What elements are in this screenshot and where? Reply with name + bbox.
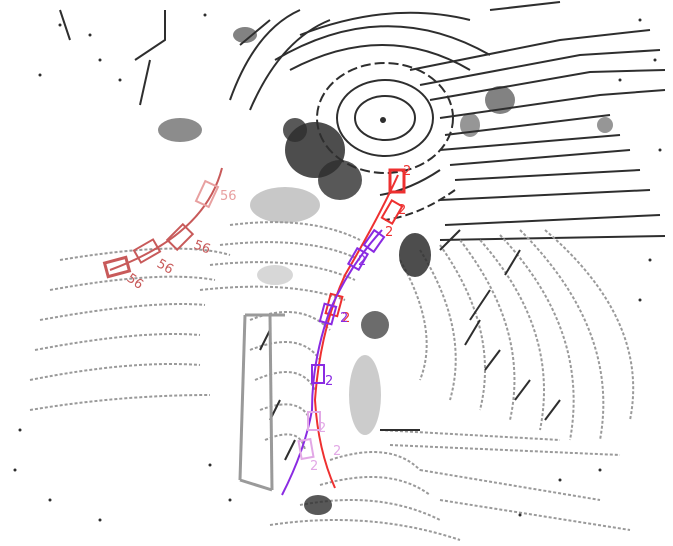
track-56-box-4 — [102, 255, 132, 279]
scattered-points — [13, 13, 662, 522]
track-56: 56 56 56 56 — [102, 167, 237, 293]
structure-diagonals — [259, 229, 561, 461]
track-2-label-1: 2 — [403, 164, 411, 179]
track-purple-box-5 — [307, 411, 321, 431]
dark-point-clusters — [158, 27, 613, 515]
track-purple-label-1: 2 — [358, 254, 366, 269]
track-56-label-3: 56 — [154, 256, 176, 277]
track-2: 2 2 2 2 — [313, 164, 411, 489]
track-56-box-2 — [165, 222, 195, 252]
ego-scan-rings — [229, 9, 491, 221]
track-2-trajectory — [313, 174, 399, 489]
ego-vehicle-marker — [380, 117, 386, 123]
track-purple-box-4 — [311, 364, 325, 384]
track-purple-box-3 — [318, 302, 338, 326]
track-purple-label-5: 2 — [333, 444, 341, 459]
ground-scan-rings — [29, 221, 635, 541]
track-56-box-3 — [132, 238, 162, 264]
track-56-label-4: 56 — [124, 271, 146, 293]
track-2-label-2: 2 — [398, 203, 406, 218]
track-2-box-2 — [380, 198, 404, 226]
track-purple-box-1 — [362, 228, 386, 254]
track-purple: 2 2 2 2 2 2 — [281, 228, 386, 496]
track-56-box-1 — [194, 179, 220, 209]
wall-structure-lower-left — [238, 313, 285, 492]
track-purple-trajectory — [281, 229, 383, 496]
track-56-label-1: 56 — [220, 189, 237, 204]
track-purple-box-2 — [346, 246, 370, 272]
track-56-label-2: 56 — [192, 238, 213, 258]
track-2-label-3: 2 — [385, 225, 393, 240]
building-edge-lines-left — [59, 1, 561, 106]
track-purple-label-6: 2 — [310, 459, 318, 474]
building-edge-lines-right — [409, 29, 666, 241]
track-purple-box-6 — [297, 437, 315, 461]
track-purple-label-2: 2 — [340, 311, 348, 326]
light-point-clusters — [250, 187, 381, 435]
track-2-box-1 — [388, 168, 406, 194]
track-2-label-4: 2 — [342, 311, 350, 326]
track-purple-label-4: 2 — [318, 421, 326, 436]
track-purple-label-3: 2 — [325, 374, 333, 389]
